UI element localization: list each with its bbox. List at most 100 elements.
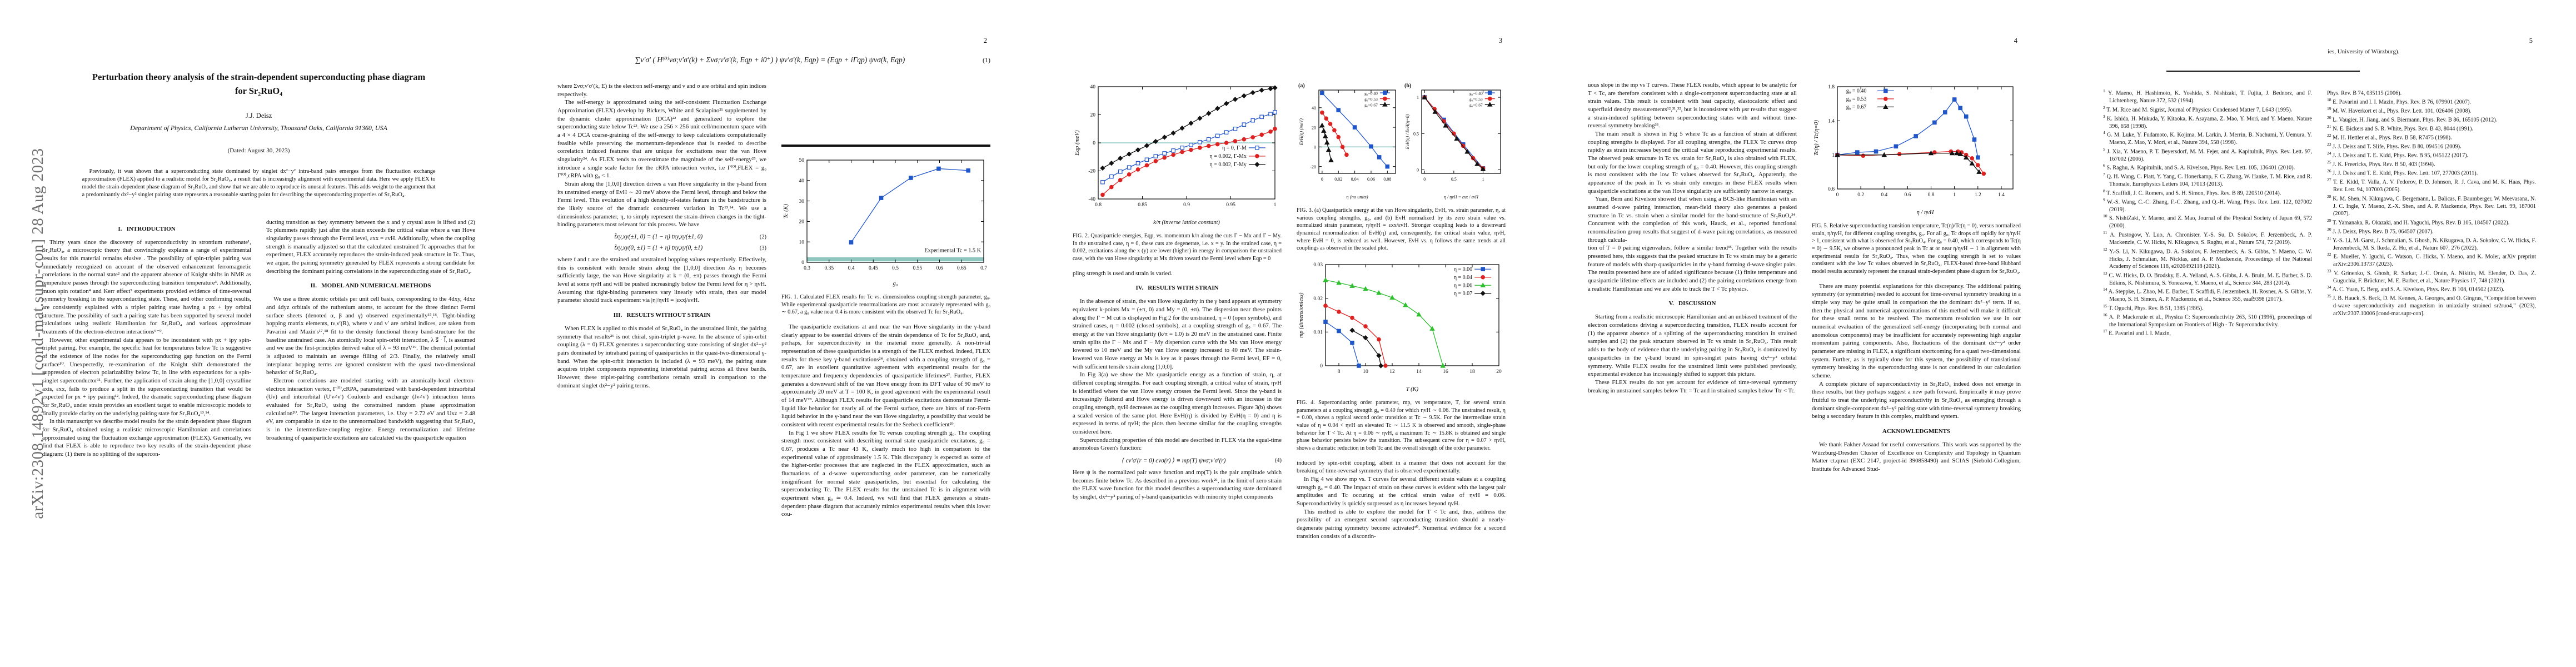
reference-item: 16 A. P. Mackenzie et al., Physica C: Su…	[2103, 312, 2312, 328]
svg-text:0: 0	[1423, 177, 1426, 182]
reference-item: 4 G. M. Luke, Y. Fudamoto, K. Kojima, M.…	[2103, 130, 2312, 146]
section-heading-results-without-strain: III. RESULTS WITHOUT STRAIN	[613, 312, 711, 319]
svg-text:1: 1	[1274, 202, 1277, 208]
page-1: arXiv:2308.14892v1 [cond-mat.supr-con] 2…	[0, 0, 515, 667]
figure-3a-chart: 0 0.02 0.04 0.06 0.08 -20 0 20 40 g₀=0.40 g₀=0.53 g…	[1297, 81, 1399, 201]
page-4-columns: uous slope in the mp vs T curves. These …	[1588, 81, 2021, 474]
author: J.J. Deisz	[245, 111, 272, 120]
paragraph: However, other experimental data appears…	[42, 336, 251, 417]
svg-text:0.5: 0.5	[1451, 177, 1457, 182]
svg-text:0: 0	[1836, 192, 1839, 198]
svg-text:30: 30	[799, 199, 805, 205]
page-5-columns: 1 Y. Maeno, H. Hashimoto, K. Yoshida, S.…	[2103, 88, 2536, 338]
svg-text:η = 0.002, Γ-Mx: η = 0.002, Γ-Mx	[1209, 153, 1246, 160]
svg-text:Tc(η) / Tc(η=0): Tc(η) / Tc(η=0)	[1813, 120, 1820, 156]
svg-text:16: 16	[1443, 369, 1448, 375]
svg-text:0.6: 0.6	[936, 266, 943, 271]
figure-3-panels: 0 0.02 0.04 0.06 0.08 -20 0 20 40 g₀=0.40 g₀=0.53 g…	[1297, 81, 1506, 201]
svg-text:g₀=0.40: g₀=0.40	[1469, 91, 1483, 96]
svg-text:Eqp (meV): Eqp (meV)	[1074, 130, 1080, 156]
equation-3: t̃xy,xy(0, ±1) = (1 + η) txy,xy(0, ±1) (3…	[557, 245, 767, 251]
svg-text:0.6: 0.6	[1904, 192, 1911, 198]
paragraph: We use a three atomic orbitals per unit …	[266, 296, 475, 376]
svg-text:g₀=0.40: g₀=0.40	[1364, 91, 1378, 96]
figure-2-chart: 0.8 0.85 0.9 0.95 1 -40 -20 0 20 40 η = 0, Γ-M η = …	[1073, 81, 1282, 227]
svg-text:1.4: 1.4	[1998, 192, 2005, 198]
equation-1-body: ∑ν′σ′ ( H⁽⁰⁾νσ;ν′σ′(k) + Σνσ;ν′σ′(k, Eqp…	[635, 56, 905, 64]
page-2-columns: where Σνσ;ν′σ′(k, E) is the electron sel…	[557, 82, 990, 519]
figure-4-caption: FIG. 4. Superconducting order parameter,…	[1297, 400, 1506, 452]
reference-item: 5 J. Xia, Y. Maeno, P. T. Beyersdorf, M.…	[2103, 146, 2312, 162]
abstract: Previously, it was shown that a supercon…	[82, 168, 436, 198]
reference-item: 1 Y. Maeno, H. Hashimoto, K. Yoshida, S.…	[2103, 88, 2312, 104]
figure-4: 8 10 12 14 16 18 20 0 0.01 0.02 0.03 η = 0.00 η = 0.…	[1297, 259, 1506, 452]
svg-text:0: 0	[801, 260, 804, 266]
reference-item: 29 T. Yamanaka, R. Okazaki, and H. Yaguc…	[2327, 217, 2510, 226]
svg-text:g₀=0.53: g₀=0.53	[1469, 97, 1483, 102]
reference-item: 34 A. C. Yuan, E. Berg, and S. A. Kivels…	[2327, 285, 2504, 293]
figure-3: 0 0.02 0.04 0.06 0.08 -20 0 20 40 g₀=0.40 g₀=0.53 g…	[1297, 81, 1506, 252]
svg-text:η = 0.07: η = 0.07	[1454, 291, 1472, 297]
page-number-5: 5	[2529, 37, 2533, 44]
paragraph: where t̃ and t are the strained and unst…	[557, 256, 766, 304]
paragraph: tion of T = 0 pairing eigenvalues, follo…	[1588, 245, 1797, 292]
reference-item: 30 J. J. Deisz, Phys. Rev. B 75, 064507 …	[2327, 226, 2434, 235]
page-number-3: 3	[1498, 37, 1502, 44]
page-5: 5 ies, University of Würzburg). 1 Y. Mae…	[2061, 0, 2576, 667]
svg-text:0.03: 0.03	[1313, 262, 1323, 268]
svg-text:0.9: 0.9	[1183, 202, 1190, 208]
svg-text:mp (dimensionless): mp (dimensionless)	[1298, 292, 1304, 338]
paragraph: induced by spin-orbit coupling, albeit i…	[1297, 459, 1506, 475]
svg-text:EvH(η) (meV): EvH(η) (meV)	[1298, 118, 1304, 146]
page-3-right-column: 0 0.02 0.04 0.06 0.08 -20 0 20 40 g₀=0.40 g₀=0.53 g…	[1297, 81, 1506, 540]
reference-item: 35 J. B. Hauck, S. Beck, D. M. Kennes, A…	[2327, 293, 2536, 317]
figure-1: 0.3 0.35 0.4 0.45 0.5 0.55 0.6 0.65 0.7 0 10 20 30 40…	[781, 155, 990, 316]
section-heading-model: II. MODEL AND NUMERICAL METHODS	[310, 282, 431, 290]
svg-text:g₀ = 0.67: g₀ = 0.67	[1846, 104, 1867, 111]
svg-text:0.2: 0.2	[1857, 192, 1864, 198]
reference-item: 27 T. E. Kidd, T. Valla, A. V. Fedorov, …	[2327, 177, 2536, 193]
svg-text:0.7: 0.7	[980, 266, 987, 271]
paragraph: Electron correlations are modeled starti…	[266, 377, 475, 441]
equation-2: t̃xy,xy(±1, 0) = (1 − η) txy,xy(±1, 0) (2…	[557, 233, 767, 240]
svg-text:η / ηvH = εxx / εvH: η / ηvH = εxx / εvH	[1444, 195, 1479, 200]
paragraph: Thirty years since the discovery of supe…	[42, 238, 251, 335]
svg-text:0.6: 0.6	[1828, 187, 1835, 192]
paragraph: In Fig 3(a) we show the Mx quasiparticle…	[1073, 371, 1282, 436]
reference-item: 19 M. W. Haverkort et al., Phys. Rev. Le…	[2327, 106, 2472, 115]
svg-text:(a): (a)	[1298, 83, 1305, 89]
reference-item: 9 W.-S. Wang, C.-C. Zhang, F.-C. Zhang, …	[2103, 197, 2312, 213]
svg-text:40: 40	[1312, 106, 1316, 111]
paper-title-line1: Perturbation theory analysis of the stra…	[92, 72, 426, 82]
reference-item: 24 J. J. Deisz and T. E. Kidd, Phys. Rev…	[2327, 150, 2469, 159]
reference-item: 13 C. W. Hicks, D. O. Brodsky, E. A. Yel…	[2103, 270, 2312, 286]
equation-4-number: (4)	[1274, 457, 1282, 464]
paragraph: This method is able to explore the model…	[1297, 508, 1506, 540]
reference-item: 32 E. Mueller, Y. Iguchi, C. Watson, C. …	[2327, 252, 2536, 268]
svg-text:1: 1	[1832, 153, 1835, 158]
reference-item: 17 E. Pavarini and I. I. Mazin,	[2103, 328, 2171, 337]
paragraph: pling strength is used and strain is var…	[1073, 270, 1173, 277]
svg-text:g₀=0.67: g₀=0.67	[1469, 102, 1483, 107]
svg-text:η (no units): η (no units)	[1346, 194, 1368, 200]
svg-text:0.8: 0.8	[1095, 202, 1102, 208]
reference-item: 31 Y.-S. Li, M. Garst, J. Schmalian, S. …	[2327, 235, 2536, 251]
paper-title: Perturbation theory analysis of the stra…	[59, 71, 459, 98]
page-number-2: 2	[983, 37, 987, 44]
svg-text:1: 1	[1953, 192, 1956, 198]
figure-1-top-rule	[781, 145, 990, 147]
page-2: 2 ∑ν′σ′ ( H⁽⁰⁾νσ;ν′σ′(k) + Σνσ;ν′σ′(k, E…	[515, 0, 1030, 667]
svg-text:Experimental Tc = 1.5 K: Experimental Tc = 1.5 K	[924, 248, 981, 254]
svg-text:8: 8	[1338, 369, 1341, 375]
svg-text:0: 0	[1417, 168, 1419, 173]
equation-1: ∑ν′σ′ ( H⁽⁰⁾νσ;ν′σ′(k) + Σνσ;ν′σ′(k, Eqp…	[557, 56, 990, 64]
paragraph: There are many potential explanations fo…	[1812, 282, 2021, 380]
svg-text:0.01: 0.01	[1313, 330, 1323, 336]
paragraph: The quasiparticle excitations at and nea…	[781, 323, 990, 429]
figure-4-chart: 8 10 12 14 16 18 20 0 0.01 0.02 0.03 η = 0.00 η = 0.…	[1297, 259, 1506, 394]
reference-item: 7 Q. H. Wang, C. Platt, Y. Yang, C. Hone…	[2103, 172, 2312, 188]
figure-1-chart: 0.3 0.35 0.4 0.45 0.5 0.55 0.6 0.65 0.7 0 10 20 30 40…	[781, 155, 990, 288]
svg-text:η = 0.00: η = 0.00	[1454, 266, 1472, 272]
svg-text:0.35: 0.35	[824, 266, 834, 271]
reference-item: 10 S. NishiZaki, Y. Maeno, and Z. Mao, J…	[2103, 213, 2312, 230]
